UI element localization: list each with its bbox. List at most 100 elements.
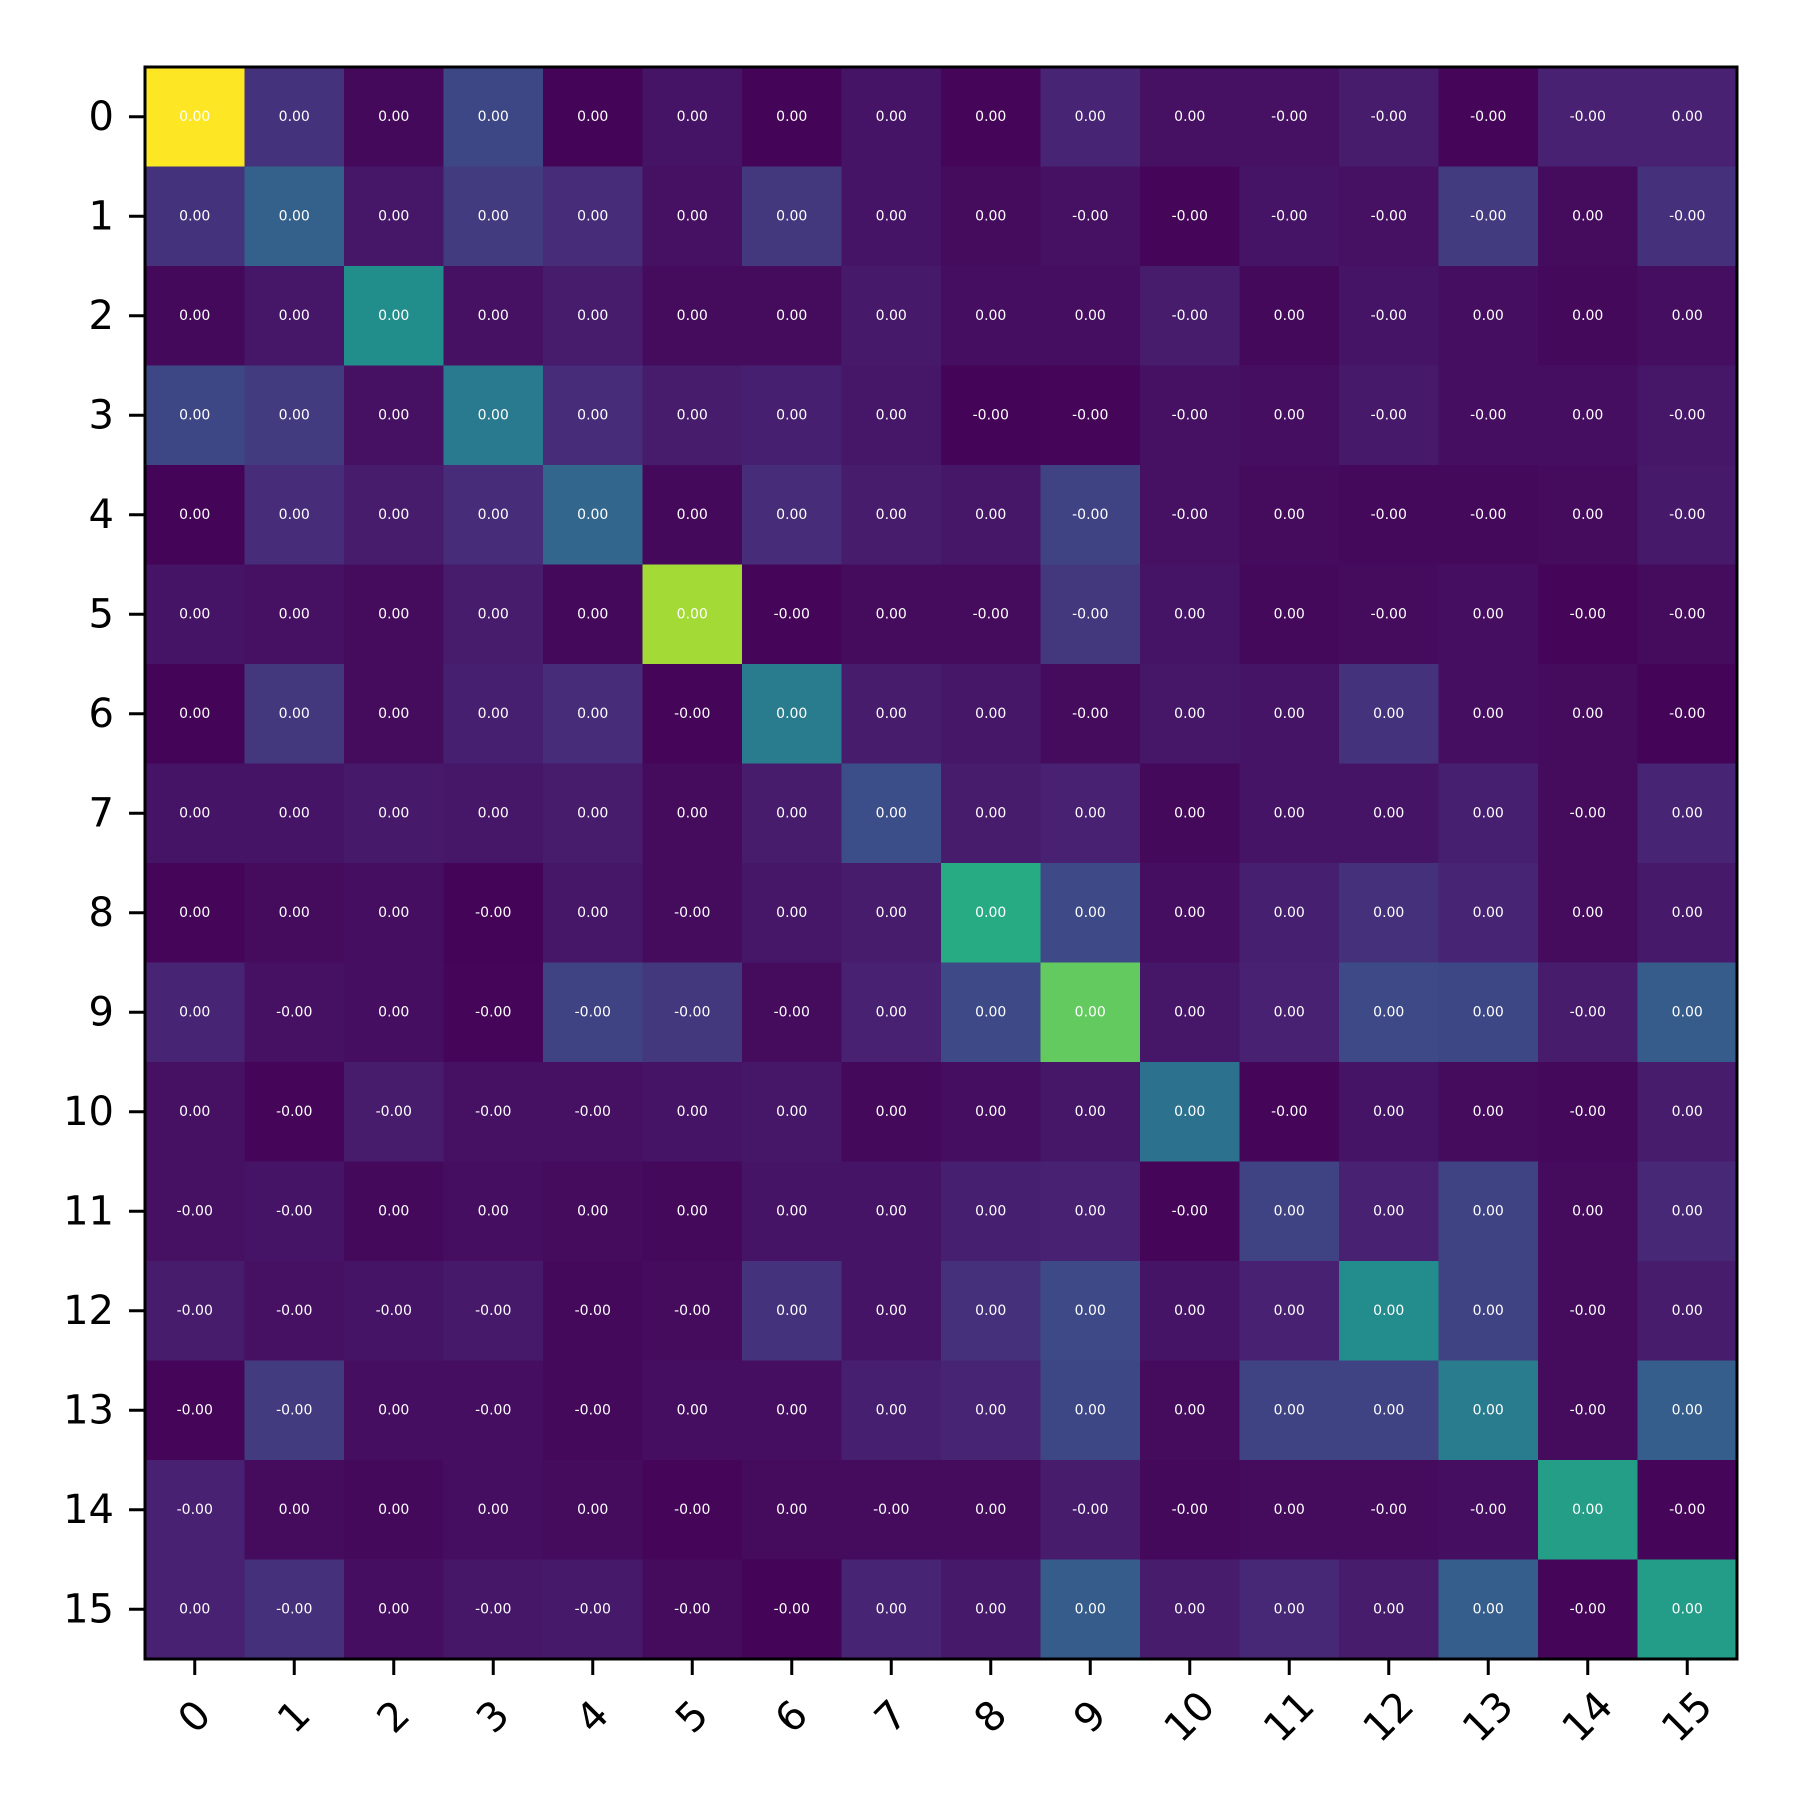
cell-value-label-8-0: 0.00 <box>179 905 210 921</box>
cell-value-label-4-2: 0.00 <box>378 507 409 523</box>
heatmap-cell-5-9 <box>1040 564 1141 665</box>
heatmap-cell-2-5 <box>642 266 743 367</box>
cell-value-label-0-5: 0.00 <box>677 109 708 125</box>
heatmap-cell-12-5 <box>642 1261 743 1362</box>
heatmap-cell-1-6 <box>742 166 843 267</box>
heatmap-cell-0-6 <box>742 67 843 168</box>
cell-value-label-0-12: -0.00 <box>1371 109 1407 125</box>
cell-value-label-8-12: 0.00 <box>1373 905 1404 921</box>
cell-value-label-1-7: 0.00 <box>876 208 907 224</box>
cell-value-label-15-3: -0.00 <box>475 1601 511 1617</box>
heatmap-cell-4-9 <box>1040 465 1141 566</box>
heatmap-cell-6-8 <box>941 664 1042 765</box>
cell-value-label-9-3: -0.00 <box>475 1004 511 1020</box>
heatmap-cell-15-13 <box>1438 1559 1539 1660</box>
cell-value-label-12-14: -0.00 <box>1570 1303 1606 1319</box>
cell-value-label-10-5: 0.00 <box>677 1104 708 1120</box>
heatmap-cell-14-10 <box>1140 1460 1241 1561</box>
heatmap-cell-2-3 <box>443 266 544 367</box>
cell-value-label-1-8: 0.00 <box>975 208 1006 224</box>
cell-value-label-9-0: 0.00 <box>179 1004 210 1020</box>
heatmap-cell-15-11 <box>1239 1559 1340 1660</box>
heatmap-cell-7-5 <box>642 763 743 864</box>
heatmap-cell-13-7 <box>841 1360 942 1461</box>
cell-value-label-2-8: 0.00 <box>975 308 1006 324</box>
heatmap-cell-13-15 <box>1637 1360 1738 1461</box>
cell-value-label-5-5: 0.00 <box>677 606 708 622</box>
heatmap-cell-12-14 <box>1538 1261 1639 1362</box>
heatmap-cell-13-4 <box>543 1360 644 1461</box>
cell-value-label-11-3: 0.00 <box>478 1203 509 1219</box>
y-tick-label-15: 15 <box>63 1586 114 1632</box>
heatmap-cell-7-11 <box>1239 763 1340 864</box>
heatmap-cell-15-14 <box>1538 1559 1639 1660</box>
cell-value-label-1-5: 0.00 <box>677 208 708 224</box>
cell-value-label-13-1: -0.00 <box>276 1402 312 1418</box>
heatmap-cell-14-9 <box>1040 1460 1141 1561</box>
heatmap-cell-1-3 <box>443 166 544 267</box>
heatmap-cell-15-15 <box>1637 1559 1738 1660</box>
cell-value-label-0-4: 0.00 <box>577 109 608 125</box>
heatmap-cell-13-9 <box>1040 1360 1141 1461</box>
heatmap-cell-1-7 <box>841 166 942 267</box>
heatmap-cell-8-7 <box>841 863 942 964</box>
heatmap-cell-7-2 <box>344 763 445 864</box>
cell-value-label-3-11: 0.00 <box>1274 407 1305 423</box>
cell-value-label-4-13: -0.00 <box>1470 507 1506 523</box>
cell-value-label-2-6: 0.00 <box>776 308 807 324</box>
cell-value-label-5-1: 0.00 <box>279 606 310 622</box>
heatmap-cell-9-11 <box>1239 962 1340 1063</box>
heatmap-cell-9-0 <box>145 962 246 1063</box>
cell-value-label-4-0: 0.00 <box>179 507 210 523</box>
heatmap-cell-11-1 <box>244 1161 345 1262</box>
heatmap-cell-12-3 <box>443 1261 544 1362</box>
heatmap-cell-13-13 <box>1438 1360 1539 1461</box>
cell-value-label-6-9: -0.00 <box>1072 706 1108 722</box>
heatmap-cell-11-11 <box>1239 1161 1340 1262</box>
cell-value-label-4-14: 0.00 <box>1572 507 1603 523</box>
heatmap-cell-7-3 <box>443 763 544 864</box>
heatmap-cell-10-14 <box>1538 1062 1639 1163</box>
cell-value-label-5-2: 0.00 <box>378 606 409 622</box>
cell-value-label-10-8: 0.00 <box>975 1104 1006 1120</box>
cell-value-label-15-14: -0.00 <box>1570 1601 1606 1617</box>
heatmap-cell-7-12 <box>1339 763 1440 864</box>
cell-value-label-12-13: 0.00 <box>1473 1303 1504 1319</box>
cell-value-label-14-7: -0.00 <box>873 1502 909 1518</box>
heatmap-cell-3-9 <box>1040 365 1141 466</box>
heatmap-cell-5-6 <box>742 564 843 665</box>
cell-value-label-12-1: -0.00 <box>276 1303 312 1319</box>
cell-value-label-4-11: 0.00 <box>1274 507 1305 523</box>
cell-value-label-9-12: 0.00 <box>1373 1004 1404 1020</box>
cell-value-label-7-15: 0.00 <box>1672 805 1703 821</box>
cell-value-label-7-12: 0.00 <box>1373 805 1404 821</box>
cell-value-label-13-7: 0.00 <box>876 1402 907 1418</box>
heatmap-cell-7-1 <box>244 763 345 864</box>
cell-value-label-12-10: 0.00 <box>1174 1303 1205 1319</box>
cell-value-label-14-1: 0.00 <box>279 1502 310 1518</box>
cell-value-label-6-1: 0.00 <box>279 706 310 722</box>
cell-value-label-5-7: 0.00 <box>876 606 907 622</box>
cell-value-label-15-15: 0.00 <box>1672 1601 1703 1617</box>
cell-value-label-11-5: 0.00 <box>677 1203 708 1219</box>
heatmap-cell-14-11 <box>1239 1460 1340 1561</box>
cell-value-label-10-13: 0.00 <box>1473 1104 1504 1120</box>
cell-value-label-12-9: 0.00 <box>1075 1303 1106 1319</box>
heatmap-cell-1-1 <box>244 166 345 267</box>
cell-value-label-3-10: -0.00 <box>1172 407 1208 423</box>
cell-value-label-9-6: -0.00 <box>774 1004 810 1020</box>
heatmap-cell-9-12 <box>1339 962 1440 1063</box>
heatmap-cell-5-5 <box>642 564 743 665</box>
heatmap-cell-7-10 <box>1140 763 1241 864</box>
cell-value-label-1-6: 0.00 <box>776 208 807 224</box>
heatmap-cell-3-0 <box>145 365 246 466</box>
cell-value-label-1-13: -0.00 <box>1470 208 1506 224</box>
cell-value-label-6-11: 0.00 <box>1274 706 1305 722</box>
cell-value-label-14-5: -0.00 <box>674 1502 710 1518</box>
cell-value-label-1-3: 0.00 <box>478 208 509 224</box>
y-tick-label-14: 14 <box>63 1487 114 1533</box>
cell-value-label-3-6: 0.00 <box>776 407 807 423</box>
cell-value-label-3-0: 0.00 <box>179 407 210 423</box>
heatmap-cell-4-6 <box>742 465 843 566</box>
heatmap-cell-3-8 <box>941 365 1042 466</box>
